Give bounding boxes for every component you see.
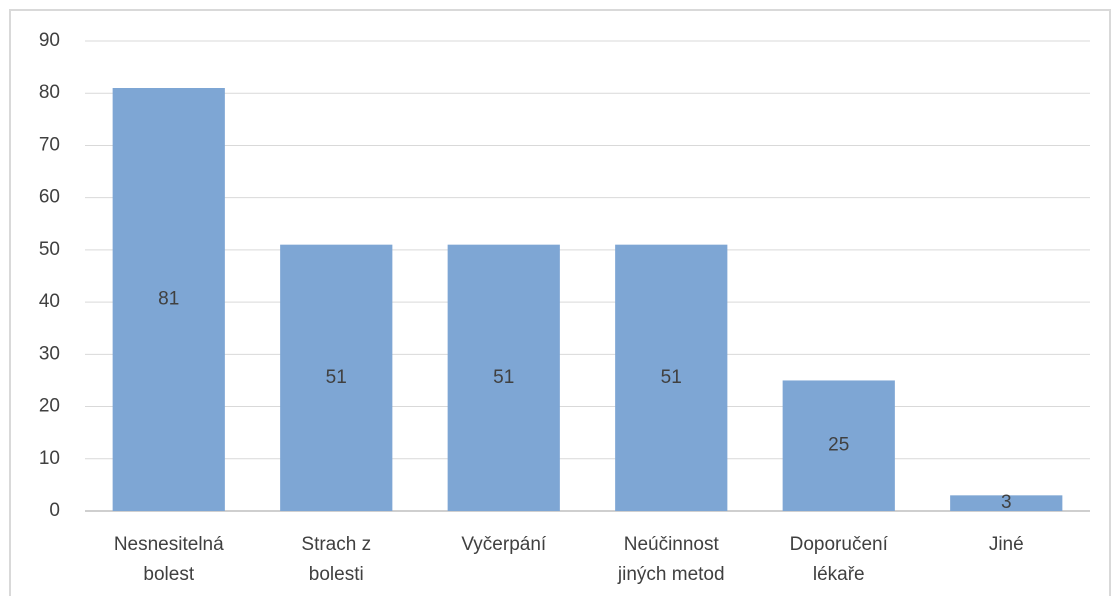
x-tick-label: Nesnesitelná bolest	[113, 534, 224, 585]
bar	[782, 380, 895, 511]
data-label: 81	[158, 289, 179, 310]
y-tick-label: 10	[39, 448, 60, 469]
data-label: 51	[661, 367, 682, 388]
x-tick-label: Doporučení lékaře	[789, 534, 888, 585]
data-label: 25	[828, 435, 849, 456]
bar	[447, 244, 560, 511]
y-tick-label: 30	[39, 343, 60, 364]
bar	[280, 244, 393, 511]
y-tick-label: 20	[39, 396, 60, 417]
y-tick-label: 90	[39, 30, 60, 51]
x-tick-label: Neúčinnost jiných metod	[617, 534, 725, 585]
bar	[615, 244, 728, 511]
x-tick-label: Strach z bolesti	[301, 534, 372, 585]
chart-border	[9, 9, 1111, 596]
y-tick-label: 80	[39, 82, 60, 103]
data-label: 51	[326, 367, 347, 388]
data-label: 51	[493, 367, 514, 388]
bar	[950, 495, 1063, 511]
y-tick-label: 0	[49, 500, 60, 521]
y-tick-label: 60	[39, 187, 60, 208]
x-tick-label: Jiné	[988, 534, 1024, 555]
y-tick-label: 40	[39, 291, 60, 312]
x-tick-label: Vyčerpání	[461, 534, 547, 555]
y-tick-label: 50	[39, 239, 60, 260]
bar	[112, 88, 225, 511]
y-tick-label: 70	[39, 134, 60, 155]
data-label: 3	[1001, 492, 1012, 513]
